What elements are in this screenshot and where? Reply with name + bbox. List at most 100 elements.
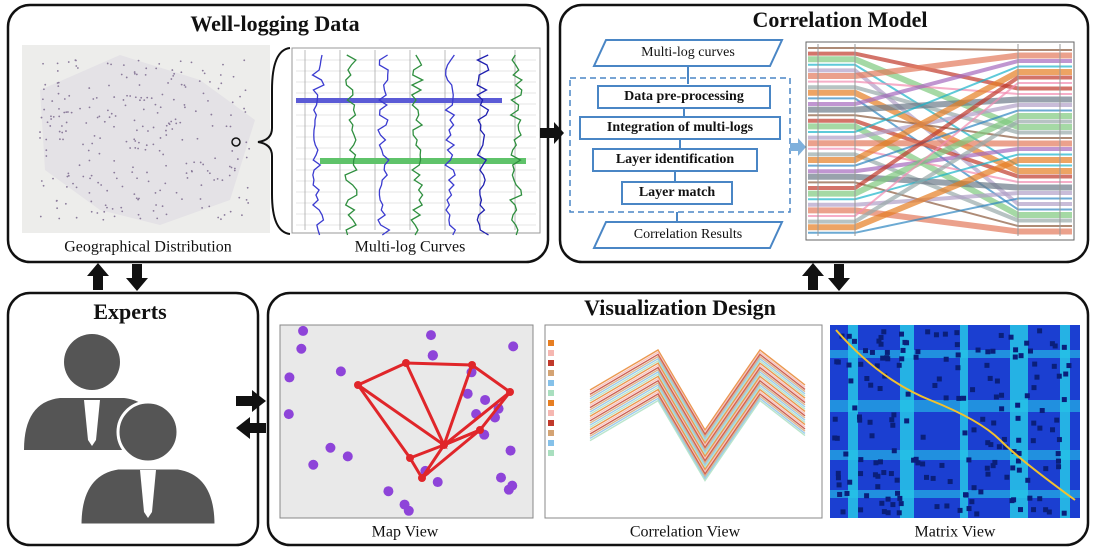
decoration xyxy=(508,341,518,351)
decoration xyxy=(852,405,857,410)
decoration xyxy=(886,497,891,502)
decoration xyxy=(296,344,306,354)
decoration xyxy=(1037,496,1042,501)
decoration xyxy=(1057,437,1062,442)
decoration xyxy=(171,128,173,130)
decoration xyxy=(65,130,67,132)
decoration xyxy=(200,184,202,186)
decoration xyxy=(402,359,410,367)
decoration xyxy=(136,177,138,179)
decoration xyxy=(145,67,147,69)
decoration xyxy=(891,412,896,417)
decoration xyxy=(91,211,93,213)
decoration xyxy=(906,392,911,397)
decoration xyxy=(135,96,137,98)
decoration xyxy=(978,489,983,494)
caption: Multi-log Curves xyxy=(355,239,466,256)
decoration xyxy=(85,122,87,124)
decoration xyxy=(138,198,140,200)
decoration xyxy=(181,84,183,86)
decoration xyxy=(958,508,963,513)
decoration xyxy=(202,164,204,166)
decoration xyxy=(404,506,414,516)
decoration xyxy=(1025,393,1030,398)
decoration xyxy=(221,179,223,181)
decoration xyxy=(89,177,91,179)
decoration xyxy=(506,446,516,456)
decoration xyxy=(878,386,883,391)
panel-title: Correlation Model xyxy=(753,7,928,32)
decoration xyxy=(939,463,944,468)
decoration xyxy=(155,68,157,70)
decoration xyxy=(155,192,157,194)
decoration xyxy=(214,157,216,159)
decoration xyxy=(143,99,145,101)
decoration xyxy=(151,97,153,99)
decoration xyxy=(52,178,54,180)
decoration xyxy=(76,186,78,188)
decoration xyxy=(191,170,193,172)
decoration xyxy=(873,472,878,477)
decoration xyxy=(238,197,240,199)
decoration xyxy=(207,100,209,102)
decoration xyxy=(480,395,490,405)
decoration xyxy=(990,349,995,354)
decoration xyxy=(146,144,148,146)
decoration xyxy=(89,192,91,194)
decoration xyxy=(847,480,852,485)
decoration xyxy=(932,383,937,388)
decoration xyxy=(145,74,147,76)
decoration xyxy=(984,363,989,368)
decoration xyxy=(1034,375,1039,380)
decoration xyxy=(244,111,246,113)
matrix-view xyxy=(830,325,1080,518)
decoration xyxy=(506,388,514,396)
decoration xyxy=(992,460,997,465)
decoration xyxy=(186,172,188,174)
decoration xyxy=(99,153,101,155)
decoration xyxy=(42,98,44,100)
decoration xyxy=(1040,408,1045,413)
decoration xyxy=(210,114,212,116)
decoration xyxy=(148,180,150,182)
decoration xyxy=(217,217,219,219)
decoration xyxy=(1054,418,1059,423)
decoration xyxy=(43,185,45,187)
decoration xyxy=(58,116,60,118)
decoration xyxy=(64,98,66,100)
decoration xyxy=(199,80,201,82)
decoration xyxy=(160,137,162,139)
decoration xyxy=(889,471,894,476)
decoration xyxy=(985,472,990,477)
decoration xyxy=(123,64,125,66)
decoration xyxy=(203,93,205,95)
decoration xyxy=(96,212,98,214)
decoration xyxy=(955,342,960,347)
decoration xyxy=(962,430,967,435)
decoration xyxy=(212,125,214,127)
decoration xyxy=(207,170,209,172)
decoration xyxy=(229,175,231,177)
decoration xyxy=(146,97,148,99)
panel-title: Well-logging Data xyxy=(190,11,359,36)
decoration xyxy=(162,154,164,156)
decoration xyxy=(158,63,160,65)
decoration xyxy=(134,73,136,75)
decoration xyxy=(879,342,884,347)
decoration xyxy=(230,114,232,116)
decoration xyxy=(548,370,554,376)
decoration xyxy=(1031,438,1036,443)
decoration xyxy=(67,111,69,113)
decoration xyxy=(843,452,848,457)
decoration xyxy=(91,143,93,145)
decoration xyxy=(972,427,977,432)
decoration xyxy=(72,183,74,185)
decoration xyxy=(985,440,990,445)
decoration xyxy=(94,135,96,137)
decoration xyxy=(343,451,353,461)
decoration xyxy=(1057,374,1062,379)
decoration xyxy=(864,376,869,381)
decoration xyxy=(63,112,65,114)
decoration xyxy=(67,173,69,175)
decoration xyxy=(138,60,140,62)
